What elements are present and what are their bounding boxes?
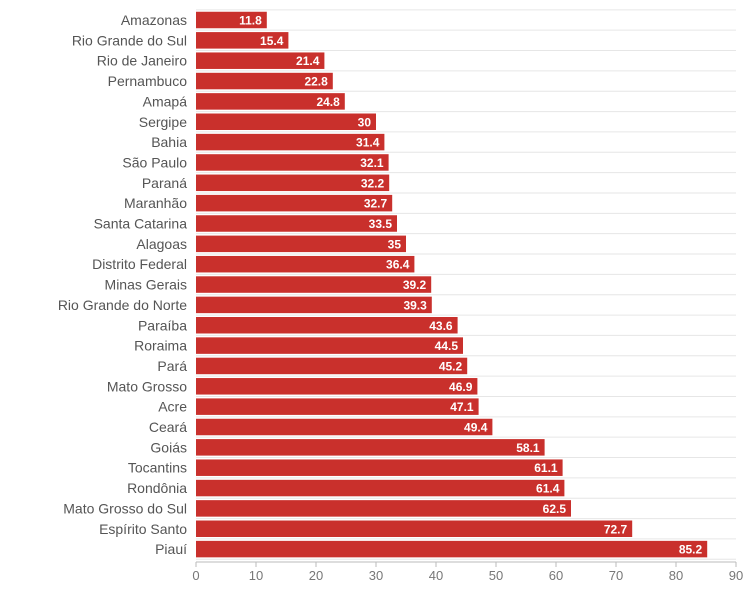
category-label: Ceará [149, 419, 187, 435]
value-label: 46.9 [449, 380, 473, 394]
value-label: 44.5 [435, 339, 459, 353]
category-label: Tocantins [128, 460, 187, 476]
bar [196, 215, 397, 232]
x-tick-label: 40 [429, 568, 443, 583]
bar [196, 418, 493, 436]
bar [196, 317, 458, 334]
value-label: 35 [388, 237, 402, 251]
bar [196, 479, 565, 497]
gridlines [196, 9, 736, 563]
value-label: 47.1 [450, 400, 474, 414]
x-tick-label: 60 [549, 568, 563, 583]
x-tick-label: 30 [369, 568, 383, 583]
bar [196, 276, 432, 293]
category-label: Mato Grosso [107, 378, 187, 394]
value-label: 39.3 [403, 298, 427, 312]
x-tick-label: 0 [192, 568, 199, 583]
category-label: Distrito Federal [92, 256, 187, 272]
value-label: 32.7 [364, 197, 388, 211]
value-label: 39.2 [403, 278, 427, 292]
x-tick-label: 70 [609, 568, 623, 583]
value-label: 32.1 [360, 156, 384, 170]
category-label: São Paulo [122, 154, 187, 170]
value-label: 21.4 [296, 54, 320, 68]
value-labels: 11.8 15.4 21.4 22.8 24.8 30 31.4 32.1 32.2 32.7 33… [239, 14, 702, 557]
value-label: 45.2 [439, 359, 463, 373]
category-label: Maranhão [124, 195, 187, 211]
value-label: 61.1 [534, 461, 558, 475]
category-label: Rondônia [127, 480, 187, 496]
category-label: Roraima [134, 338, 187, 354]
value-label: 49.4 [464, 421, 488, 435]
category-label: Pernambuco [108, 73, 188, 89]
bars [196, 11, 708, 558]
category-label: Amazonas [121, 12, 187, 28]
category-label: Piauí [155, 541, 187, 557]
bar [196, 11, 267, 29]
bar [196, 52, 325, 69]
category-label: Minas Gerais [105, 277, 187, 293]
bar [196, 398, 479, 415]
bar [196, 520, 633, 537]
value-label: 72.7 [604, 522, 628, 536]
bar [196, 32, 289, 49]
bar [196, 72, 333, 90]
category-label: Sergipe [139, 114, 187, 130]
bar [196, 154, 389, 171]
bar [196, 174, 390, 192]
value-label: 62.5 [543, 502, 567, 516]
bar [196, 459, 563, 476]
value-label: 85.2 [679, 543, 703, 557]
value-label: 61.4 [536, 482, 560, 496]
value-label: 22.8 [304, 75, 328, 89]
bar [196, 296, 432, 314]
category-label: Paraná [142, 175, 187, 191]
category-label: Goiás [150, 439, 187, 455]
value-label: 24.8 [316, 95, 340, 109]
x-axis-ticks: 0 10 20 30 40 50 60 70 80 90 [192, 562, 743, 583]
value-label: 15.4 [260, 34, 284, 48]
bar [196, 133, 385, 151]
x-tick-label: 10 [249, 568, 263, 583]
bar [196, 93, 345, 110]
bar [196, 500, 571, 517]
category-label: Rio de Janeiro [97, 53, 187, 69]
value-label: 33.5 [369, 217, 393, 231]
category-label: Alagoas [136, 236, 187, 252]
bar [196, 337, 463, 354]
category-label: Amapá [143, 93, 188, 109]
bar [196, 113, 376, 130]
bar [196, 378, 478, 395]
bar [196, 255, 415, 273]
category-label: Bahia [151, 134, 187, 150]
bar [196, 194, 393, 212]
category-label: Acre [158, 399, 187, 415]
value-label: 58.1 [516, 441, 540, 455]
value-label: 31.4 [356, 136, 380, 150]
bar [196, 357, 468, 375]
category-label: Pará [157, 358, 187, 374]
category-label: Paraíba [138, 317, 187, 333]
x-tick-label: 50 [489, 568, 503, 583]
value-label: 32.2 [361, 176, 385, 190]
x-tick-label: 90 [729, 568, 743, 583]
bar [196, 439, 545, 456]
category-label: Rio Grande do Sul [72, 32, 187, 48]
category-label: Rio Grande do Norte [58, 297, 187, 313]
category-label: Espírito Santo [99, 521, 187, 537]
value-label: 36.4 [386, 258, 410, 272]
category-labels: Amazonas Rio Grande do Sul Rio de Janeiro P… [58, 12, 187, 557]
value-label: 43.6 [429, 319, 453, 333]
category-label: Santa Catarina [94, 216, 188, 232]
x-tick-label: 80 [669, 568, 683, 583]
x-tick-label: 20 [309, 568, 323, 583]
value-label: 11.8 [239, 14, 262, 28]
category-label: Mato Grosso do Sul [63, 500, 187, 516]
bar [196, 235, 406, 253]
value-label: 30 [358, 115, 372, 129]
bar [196, 540, 708, 558]
